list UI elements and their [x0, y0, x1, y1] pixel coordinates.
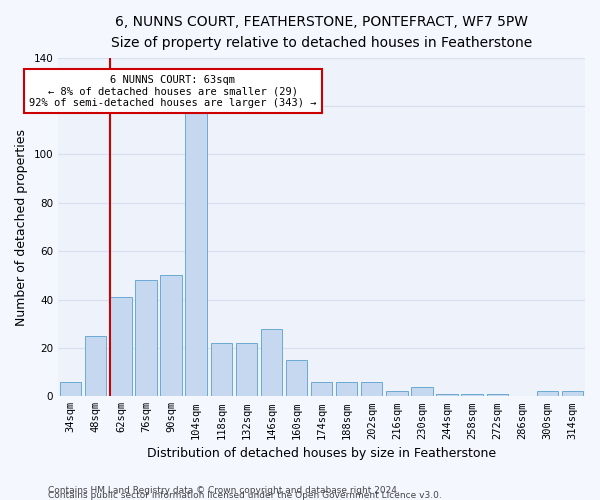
Bar [487, 394, 508, 396]
Bar [185, 111, 207, 397]
Y-axis label: Number of detached properties: Number of detached properties [15, 128, 28, 326]
X-axis label: Distribution of detached houses by size in Featherstone: Distribution of detached houses by size … [147, 447, 496, 460]
Text: Contains HM Land Registry data © Crown copyright and database right 2024.: Contains HM Land Registry data © Crown c… [48, 486, 400, 495]
Bar [411, 386, 433, 396]
Bar [286, 360, 307, 397]
Bar [110, 297, 131, 396]
Bar [461, 394, 483, 396]
Bar [136, 280, 157, 396]
Bar [160, 276, 182, 396]
Text: Contains public sector information licensed under the Open Government Licence v3: Contains public sector information licen… [48, 491, 442, 500]
Title: 6, NUNNS COURT, FEATHERSTONE, PONTEFRACT, WF7 5PW
Size of property relative to d: 6, NUNNS COURT, FEATHERSTONE, PONTEFRACT… [111, 15, 532, 50]
Bar [211, 343, 232, 396]
Bar [336, 382, 358, 396]
Bar [562, 392, 583, 396]
Bar [261, 328, 282, 396]
Bar [537, 392, 558, 396]
Bar [436, 394, 458, 396]
Bar [60, 382, 82, 396]
Bar [311, 382, 332, 396]
Bar [361, 382, 382, 396]
Bar [236, 343, 257, 396]
Text: 6 NUNNS COURT: 63sqm
← 8% of detached houses are smaller (29)
92% of semi-detach: 6 NUNNS COURT: 63sqm ← 8% of detached ho… [29, 74, 316, 108]
Bar [386, 392, 407, 396]
Bar [85, 336, 106, 396]
